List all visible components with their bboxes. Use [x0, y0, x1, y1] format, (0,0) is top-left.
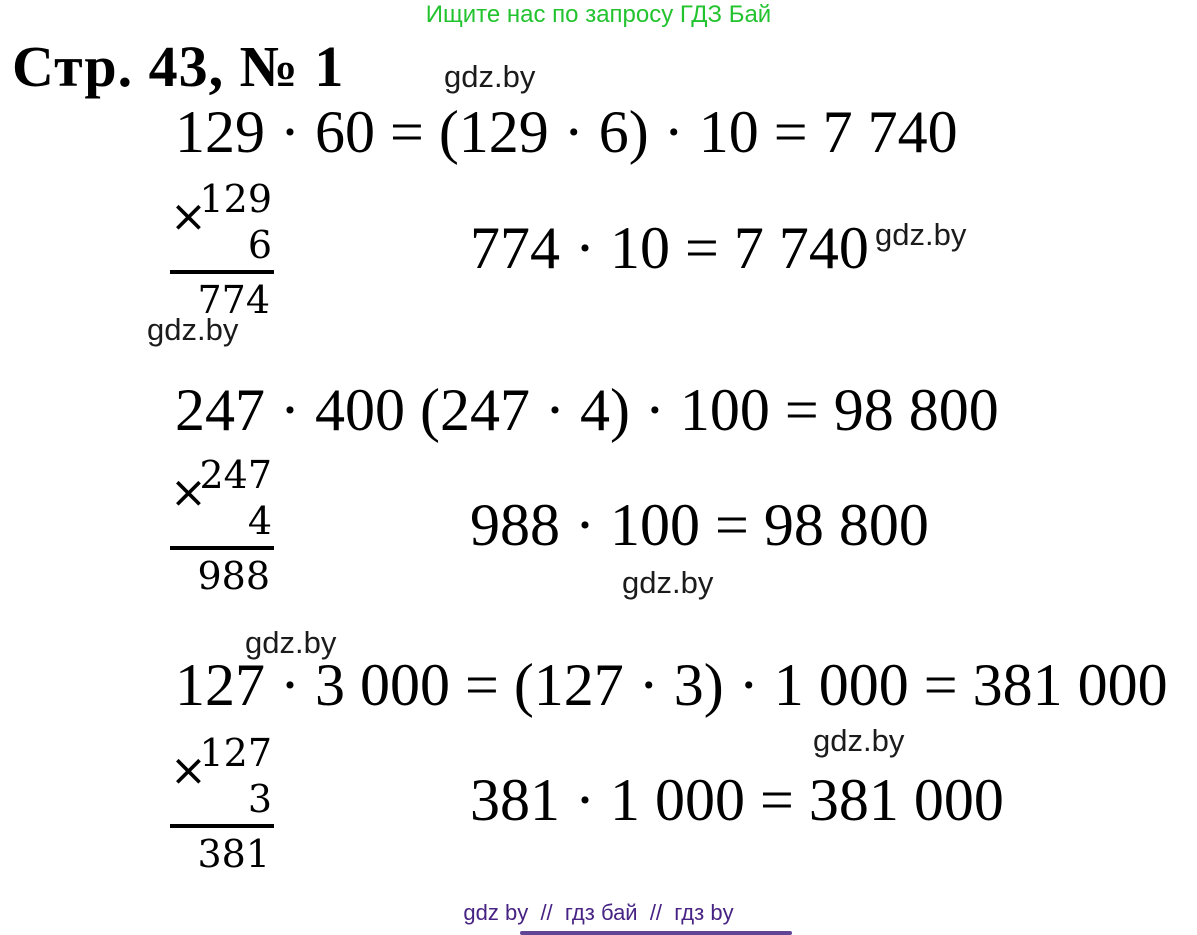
gdz-watermark: gdz.by — [813, 723, 905, 758]
sum-rule-line — [170, 270, 274, 275]
column-multiplication-1: × 129 6 774 — [170, 177, 278, 324]
cropped-text-artifact — [520, 931, 792, 935]
multiply-sign: × — [170, 745, 207, 796]
equation-1: 129 · 60 = (129 · 6) · 10 = 7 740 — [175, 99, 958, 165]
gdz-watermark: gdz.by — [875, 217, 967, 252]
multiplicand: 129 — [199, 177, 272, 221]
product: 988 — [197, 554, 270, 599]
result-equation-3: 381 · 1 000 = 381 000 — [470, 767, 1004, 833]
footer-keywords: gdz by // гдз бай // гдз by — [463, 900, 734, 925]
promo-banner: Ищите нас по запросу ГДЗ Бай — [425, 1, 772, 28]
multiplicand: 127 — [199, 731, 272, 775]
equation-3: 127 · 3 000 = (127 · 3) · 1 000 = 381 00… — [175, 652, 1168, 718]
product: 381 — [197, 832, 270, 877]
gdz-watermark: gdz.by — [444, 59, 536, 94]
gdz-watermark: gdz.by — [245, 625, 337, 660]
column-multiplication-3: × 127 3 381 — [170, 731, 278, 878]
multiplicand: 247 — [199, 453, 272, 497]
result-equation-1: 774 · 10 = 7 740 — [470, 215, 869, 281]
multiplier: 3 — [247, 776, 272, 821]
multiplier: 6 — [247, 222, 272, 267]
gdz-watermark: gdz.by — [622, 565, 714, 600]
column-multiplication-2: × 247 4 988 — [170, 453, 278, 600]
gdz-watermark: gdz.by — [147, 312, 239, 347]
sum-rule-line — [170, 546, 274, 551]
multiplier: 4 — [247, 498, 272, 543]
multiply-sign: × — [170, 467, 207, 518]
result-equation-2: 988 · 100 = 98 800 — [470, 492, 929, 558]
page-title: Стр. 43, № 1 — [12, 34, 345, 99]
equation-2: 247 · 400 (247 · 4) · 100 = 98 800 — [175, 377, 999, 443]
sum-rule-line — [170, 824, 274, 829]
product: 774 — [197, 278, 270, 323]
multiply-sign: × — [170, 191, 207, 242]
